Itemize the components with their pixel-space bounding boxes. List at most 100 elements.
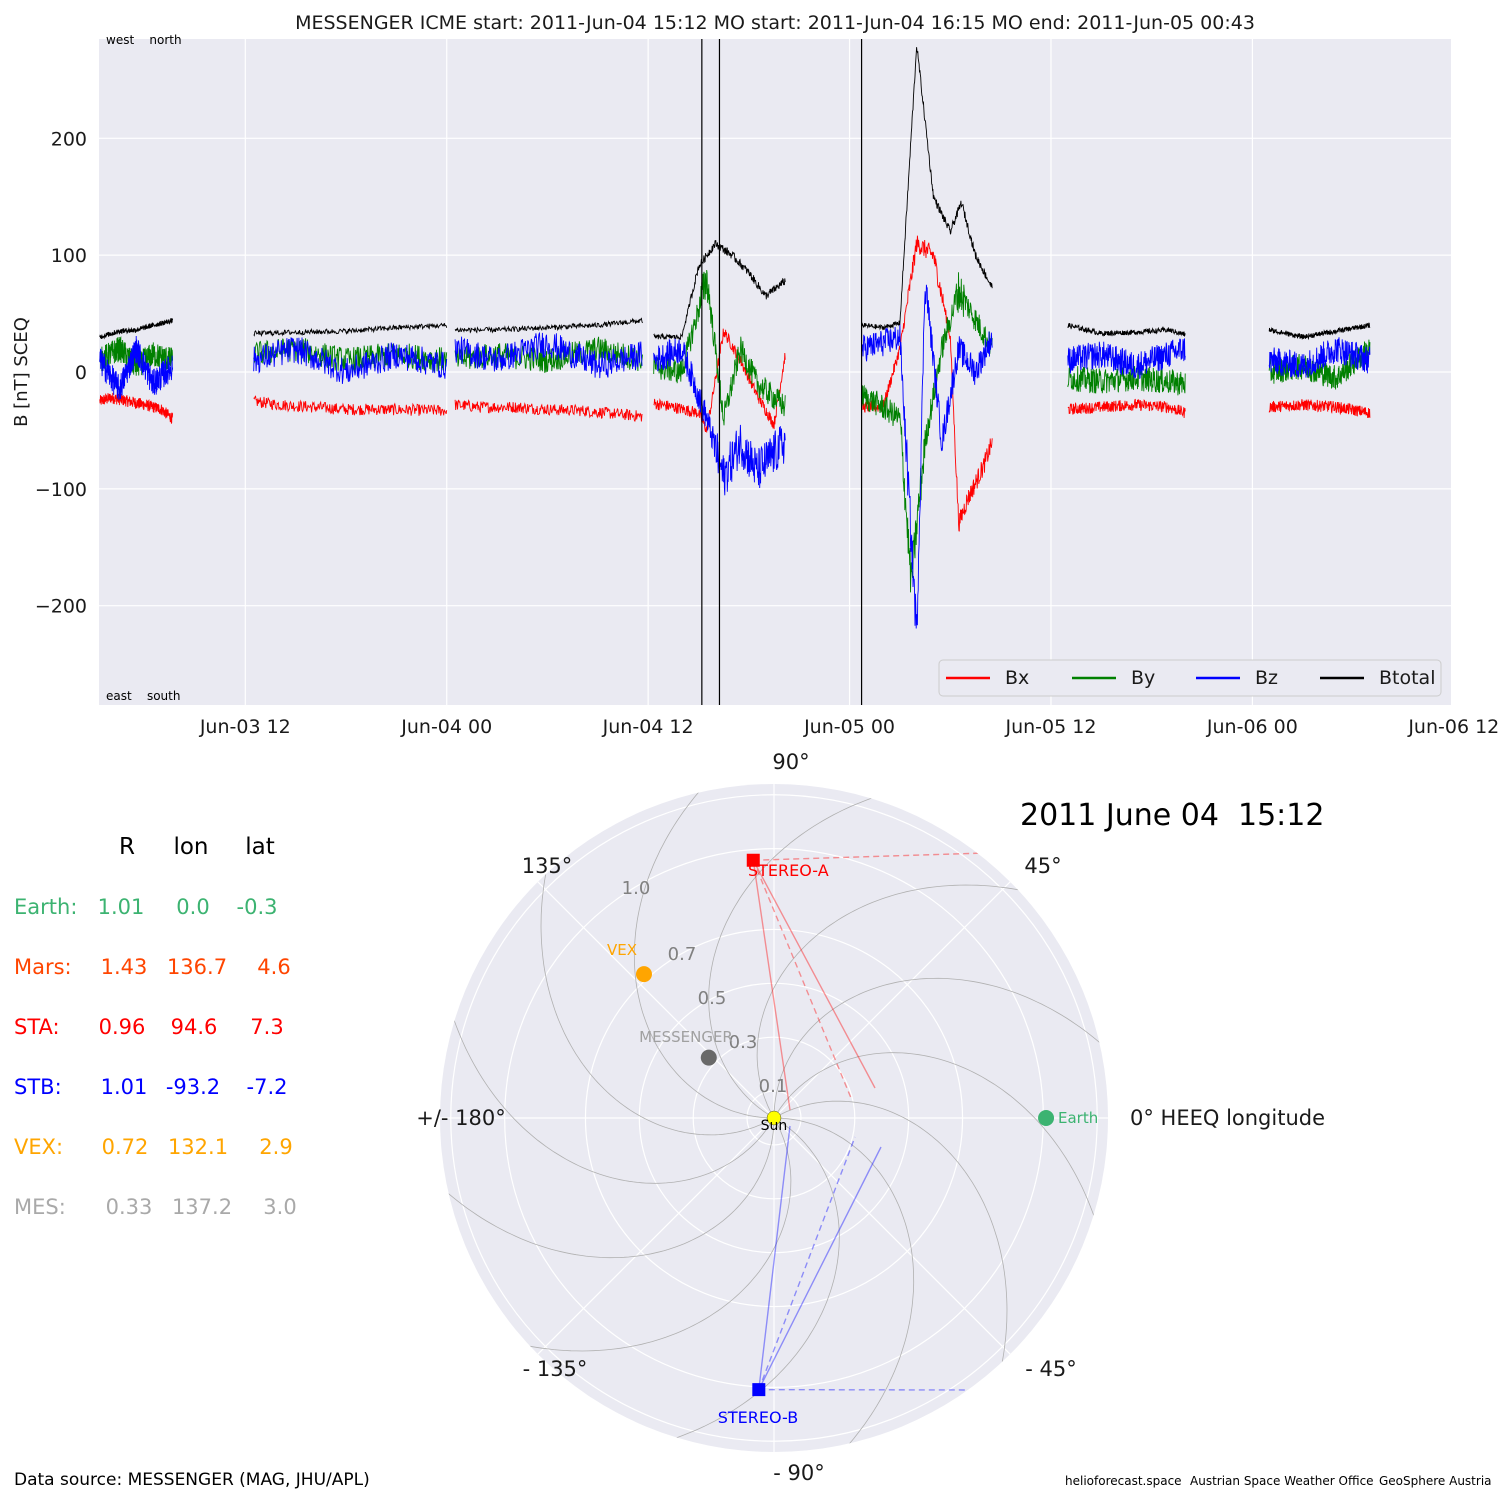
series-line-by	[1067, 366, 1186, 396]
series-line-bz	[1268, 337, 1371, 378]
x-tick-label: Jun-04 00	[400, 716, 492, 738]
table-header-r: R	[119, 834, 135, 860]
radial-label-0.3: 0.3	[729, 1032, 758, 1053]
x-tick-label: Jun-04 12	[602, 716, 694, 738]
table-row-r: 1.43	[101, 955, 148, 979]
table-row-name: Earth:	[14, 895, 77, 919]
fov-line	[752, 859, 852, 1099]
corner-label-bottom: east south	[106, 689, 180, 703]
radial-label-0.1: 0.1	[759, 1076, 788, 1097]
fov-group	[752, 852, 986, 1391]
label-earth: Earth	[1058, 1109, 1098, 1127]
planet-markers	[635, 853, 1055, 1397]
series-line-btotal	[454, 317, 643, 334]
y-tick-label: 200	[51, 128, 87, 150]
label-vex: VEX	[607, 941, 637, 959]
y-tick-label: −100	[35, 479, 87, 501]
angle-label-90: 90°	[772, 750, 809, 774]
marker-stereo-a	[746, 853, 760, 867]
timeseries-title: MESSENGER ICME start: 2011-Jun-04 15:12 …	[295, 12, 1255, 34]
positions-table: R lon lat Earth: 1.01 0.0 -0.3 Mars: 1.4…	[14, 834, 297, 1219]
table-row-lat: 4.6	[257, 955, 290, 979]
table-row-lat: -7.2	[247, 1075, 288, 1099]
x-tick-label: Jun-05 00	[803, 716, 895, 738]
y-tick-label: 0	[75, 362, 87, 384]
table-row-lon: 137.2	[172, 1195, 232, 1219]
polar-spoke	[537, 881, 775, 1119]
label-stereo-b: STEREO-B	[718, 1408, 798, 1427]
series-line-by	[454, 336, 643, 373]
legend-label-by: By	[1131, 667, 1155, 689]
legend-label-btotal: Btotal	[1379, 667, 1435, 689]
angle-label-0: 0° HEEQ longitude	[1130, 1106, 1325, 1130]
marker-earth	[1038, 1110, 1055, 1126]
table-row-name: Mars:	[14, 955, 72, 979]
table-row-name: VEX:	[14, 1135, 63, 1159]
series-line-btotal	[253, 322, 448, 337]
table-row-r: 0.33	[106, 1195, 153, 1219]
table-header-lat: lat	[245, 834, 275, 860]
stereo-fov-lines	[752, 852, 986, 1391]
series-line-bz	[861, 284, 993, 629]
table-header-lon: lon	[173, 834, 208, 860]
series-line-bz	[454, 331, 643, 379]
series-line-btotal	[99, 318, 174, 340]
table-row-lon: -93.2	[166, 1075, 220, 1099]
table-row-name: STB:	[14, 1075, 62, 1099]
timeseries-legend: Bx By Bz Btotal	[938, 659, 1442, 697]
series-line-bx	[454, 399, 643, 423]
parker-spiral	[704, 1117, 915, 1452]
series-line-bx	[99, 392, 174, 424]
polar-spoke	[773, 881, 1011, 1119]
angle-label-minus135: - 135°	[523, 1357, 588, 1381]
series-line-bx	[861, 235, 993, 532]
series-line-bx	[253, 395, 448, 416]
fov-line	[753, 852, 986, 861]
angle-label-45: 45°	[1024, 854, 1061, 878]
series-line-bz	[253, 337, 448, 384]
series-line-bz	[1067, 338, 1186, 380]
series-line-by	[861, 272, 993, 593]
series-line-bx	[1067, 398, 1186, 419]
label-stereo-a: STEREO-A	[748, 861, 829, 880]
event-marker-lines	[701, 39, 863, 705]
polar-spoke	[773, 1117, 1011, 1355]
credit-geosphere: GeoSphere Austria	[1379, 1474, 1492, 1488]
angle-label-minus90: - 90°	[773, 1461, 824, 1485]
corner-label-top: west north	[106, 33, 182, 47]
series-line-bx	[1268, 399, 1371, 419]
table-row-lat: 3.0	[263, 1195, 296, 1219]
table-row-name: MES:	[14, 1195, 66, 1219]
timeseries-grid	[99, 39, 1455, 705]
y-axis-label: B [nT] SCEQ	[11, 317, 32, 427]
table-row-lon: 136.7	[167, 955, 227, 979]
table-row-lat: -0.3	[237, 895, 278, 919]
table-row-r: 0.96	[99, 1015, 146, 1039]
polar-spoke	[537, 1117, 775, 1355]
label-sun: Sun	[761, 1118, 788, 1134]
table-row-r: 1.01	[98, 895, 145, 919]
angle-label-minus45: - 45°	[1025, 1357, 1076, 1381]
series-line-btotal	[1067, 323, 1186, 337]
radial-label-0.7: 0.7	[668, 944, 697, 965]
series-line-btotal	[1268, 322, 1371, 341]
x-tick-label: Jun-03 12	[199, 716, 291, 738]
legend-label-bx: Bx	[1005, 667, 1029, 689]
fov-line	[752, 859, 876, 1089]
timeseries-y-ticks: −200 −100 0 100 200	[35, 128, 87, 617]
table-row-r: 0.72	[102, 1135, 149, 1159]
marker-stereo-b	[752, 1383, 766, 1397]
label-messenger: MESSENGER	[639, 1028, 733, 1046]
table-row-lon: 0.0	[176, 895, 209, 919]
y-tick-label: −200	[35, 596, 87, 618]
y-tick-label: 100	[51, 245, 87, 267]
parker-spiral	[773, 977, 1108, 1188]
series-line-btotal	[861, 47, 993, 331]
parker-spiral	[440, 1048, 775, 1259]
parker-spiral	[633, 784, 844, 1119]
table-row-r: 1.01	[101, 1075, 148, 1099]
radial-label-1.0: 1.0	[622, 878, 651, 899]
legend-label-bz: Bz	[1255, 667, 1278, 689]
table-row-name: STA:	[14, 1015, 60, 1039]
